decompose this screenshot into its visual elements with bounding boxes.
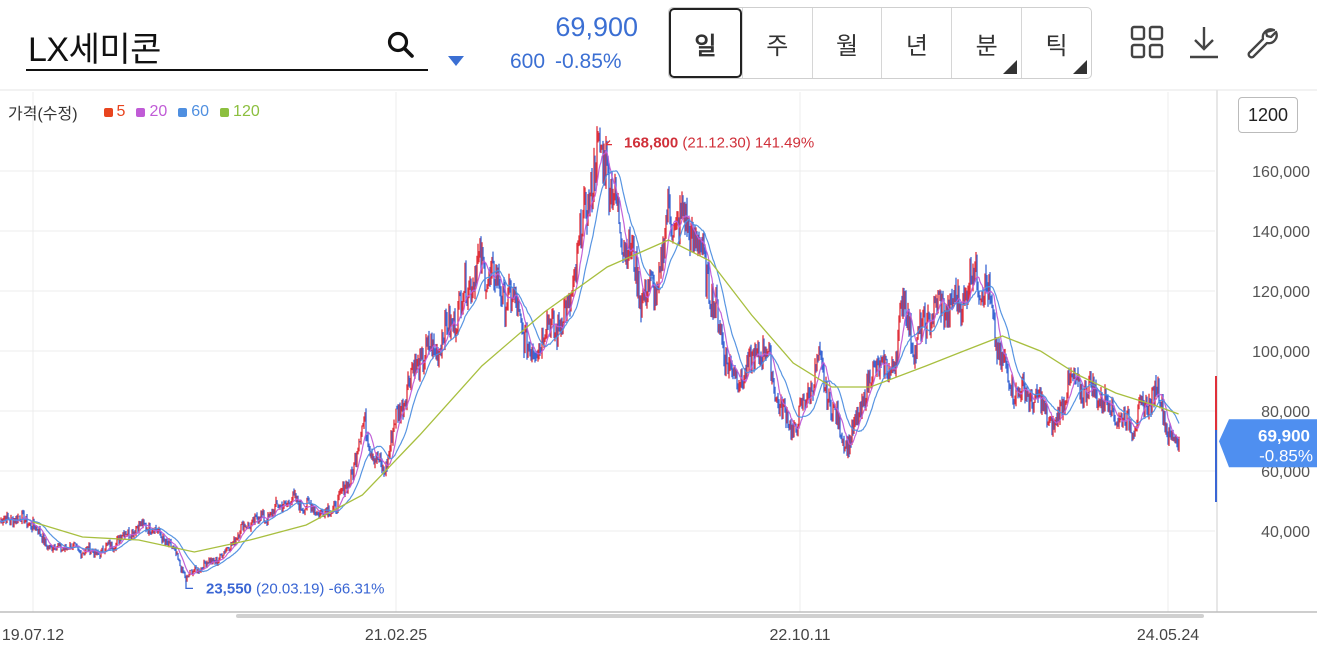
legend-label: 20: [149, 103, 168, 120]
menu-corner-icon: [1072, 60, 1087, 74]
grid-icon[interactable]: [1129, 24, 1165, 60]
tab-label: 년: [905, 32, 928, 60]
x-tick-label: 19.07.12: [2, 627, 64, 644]
tab-label: 일: [694, 32, 717, 60]
legend-ma60[interactable]: 60: [178, 103, 209, 121]
tab-period-3[interactable]: 년: [881, 8, 951, 78]
y-tick-label: 100,000: [1252, 344, 1310, 361]
search-icon[interactable]: [386, 30, 416, 60]
tab-period-1[interactable]: 주: [741, 8, 812, 78]
legend-label: 120: [233, 103, 260, 120]
chart-legend: 가격(수정) 5 20 60 120: [8, 100, 271, 124]
tab-label: 분: [975, 32, 998, 60]
ma60-line: [0, 170, 1180, 573]
legend-title: 가격(수정): [8, 106, 78, 123]
x-tick-label: 24.05.24: [1137, 627, 1199, 644]
price-change: 600 -0.85%: [510, 50, 632, 74]
legend-swatch: [103, 107, 113, 117]
legend-label: 5: [116, 103, 126, 120]
current-price: 69,900: [555, 12, 638, 42]
legend-ma120[interactable]: 120: [220, 103, 260, 121]
last-price-value: 69,900: [1258, 426, 1310, 445]
x-tick-label: 22.10.11: [769, 627, 830, 644]
min-marker: [185, 580, 193, 589]
tab-period-4[interactable]: 분: [951, 8, 1021, 78]
legend-swatch: [136, 107, 146, 117]
legend-ma20[interactable]: 20: [136, 103, 167, 121]
tab-period-5[interactable]: 틱: [1021, 8, 1091, 78]
y-tick-label: 120,000: [1252, 284, 1310, 301]
chevron-down-icon[interactable]: [448, 56, 464, 66]
ma120-line: [32, 239, 1179, 553]
last-price-tag: [1219, 419, 1317, 468]
header: LX세미콘 69,900 600 -0.85% 일 주 월 년 분 틱: [0, 0, 1317, 90]
max-value: 168,800: [624, 135, 682, 152]
tab-label: 주: [766, 32, 789, 60]
y-tick-label: 160,000: [1252, 164, 1310, 181]
min-value: 23,550: [206, 580, 256, 597]
y-tick-label: 60,000: [1261, 464, 1310, 481]
legend-swatch: [220, 107, 230, 117]
tab-label: 틱: [1045, 32, 1068, 60]
ma20-line: [0, 149, 1180, 576]
tab-period-0[interactable]: 일: [669, 8, 742, 78]
legend-swatch: [178, 107, 188, 117]
legend-ma5[interactable]: 5: [103, 103, 126, 121]
name-underline: [26, 69, 428, 71]
change-percent: -0.85%: [555, 50, 622, 73]
zoom-level-button[interactable]: 1200: [1238, 97, 1298, 133]
last-price-change: -0.85%: [1259, 446, 1313, 465]
min-annotation: 23,550 (20.03.19) -66.31%: [206, 580, 384, 597]
change-value: 600: [510, 50, 546, 73]
y-tick-label: 140,000: [1252, 224, 1310, 241]
max-marker: [605, 140, 612, 146]
legend-label: 60: [191, 103, 210, 120]
download-icon[interactable]: [1186, 24, 1222, 60]
y-tick-label: 80,000: [1261, 404, 1310, 421]
tab-label: 월: [836, 32, 859, 60]
max-detail: (21.12.30) 141.49%: [682, 135, 814, 152]
horizontal-scrollbar[interactable]: [236, 614, 1204, 618]
y-tick-label: 40,000: [1261, 524, 1310, 541]
x-tick-label: 21.02.25: [365, 627, 427, 644]
wrench-icon[interactable]: [1244, 24, 1280, 60]
min-detail: (20.03.19) -66.31%: [256, 580, 384, 597]
max-annotation: 168,800 (21.12.30) 141.49%: [624, 135, 814, 152]
menu-corner-icon: [1003, 60, 1018, 74]
stock-name[interactable]: LX세미콘: [28, 31, 161, 69]
tab-period-2[interactable]: 월: [811, 8, 882, 78]
